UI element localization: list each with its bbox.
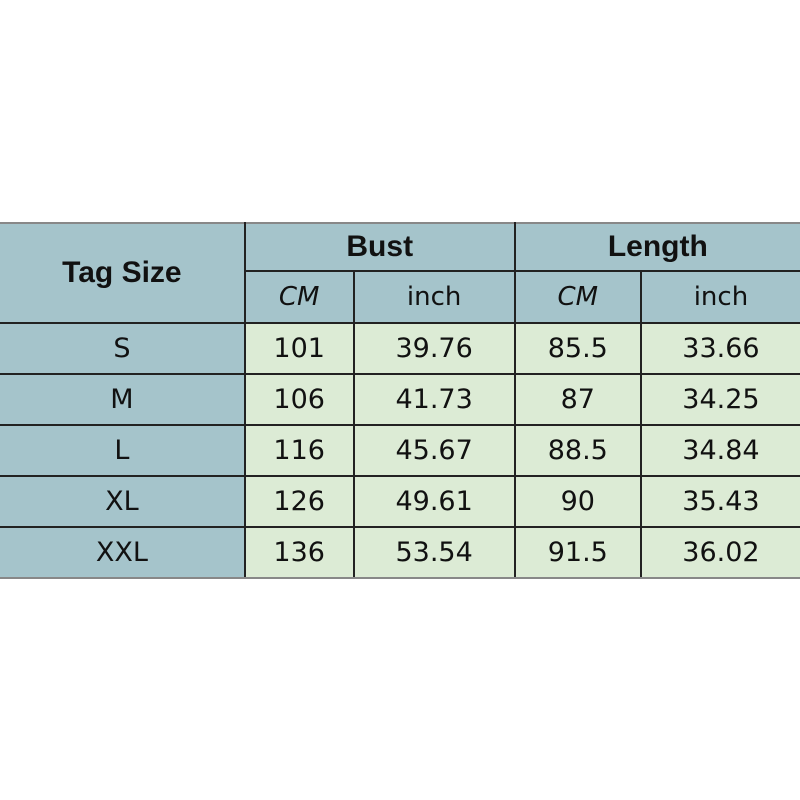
- header-row-groups: Tag Size Bust Length: [0, 222, 800, 324]
- length-header: Length: [513, 222, 800, 272]
- value-cell: 34.84: [639, 424, 800, 477]
- table-row: XL 126 49.61 90 35.43: [0, 475, 800, 528]
- table-row: XXL 136 53.54 91.5 36.02: [0, 526, 800, 579]
- size-cell: L: [0, 424, 246, 477]
- tag-size-header: Tag Size: [0, 222, 246, 324]
- value-cell: 101: [243, 322, 355, 375]
- value-cell: 88.5: [513, 424, 642, 477]
- value-cell: 136: [243, 526, 355, 579]
- size-cell: S: [0, 322, 246, 375]
- size-cell: XL: [0, 475, 246, 528]
- value-cell: 53.54: [352, 526, 516, 579]
- value-cell: 34.25: [639, 373, 800, 426]
- value-cell: 87: [513, 373, 642, 426]
- size-cell: XXL: [0, 526, 246, 579]
- header-row-units: CM inch CM inch: [0, 270, 800, 324]
- value-cell: 41.73: [352, 373, 516, 426]
- size-chart-table: Tag Size Bust Length CM inch CM inch S 10…: [0, 222, 800, 579]
- unit-header: inch: [639, 270, 800, 324]
- value-cell: 49.61: [352, 475, 516, 528]
- unit-header: inch: [352, 270, 516, 324]
- value-cell: 35.43: [639, 475, 800, 528]
- value-cell: 85.5: [513, 322, 642, 375]
- table-row: M 106 41.73 87 34.25: [0, 373, 800, 426]
- table-row: S 101 39.76 85.5 33.66: [0, 322, 800, 375]
- value-cell: 106: [243, 373, 355, 426]
- value-cell: 45.67: [352, 424, 516, 477]
- value-cell: 39.76: [352, 322, 516, 375]
- unit-header: CM: [243, 270, 355, 324]
- value-cell: 116: [243, 424, 355, 477]
- value-cell: 126: [243, 475, 355, 528]
- value-cell: 91.5: [513, 526, 642, 579]
- value-cell: 36.02: [639, 526, 800, 579]
- bust-header: Bust: [243, 222, 516, 272]
- value-cell: 90: [513, 475, 642, 528]
- size-cell: M: [0, 373, 246, 426]
- value-cell: 33.66: [639, 322, 800, 375]
- table-row: L 116 45.67 88.5 34.84: [0, 424, 800, 477]
- unit-header: CM: [513, 270, 642, 324]
